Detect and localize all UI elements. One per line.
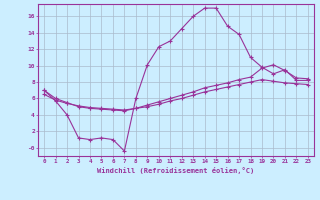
X-axis label: Windchill (Refroidissement éolien,°C): Windchill (Refroidissement éolien,°C) [97,167,255,174]
